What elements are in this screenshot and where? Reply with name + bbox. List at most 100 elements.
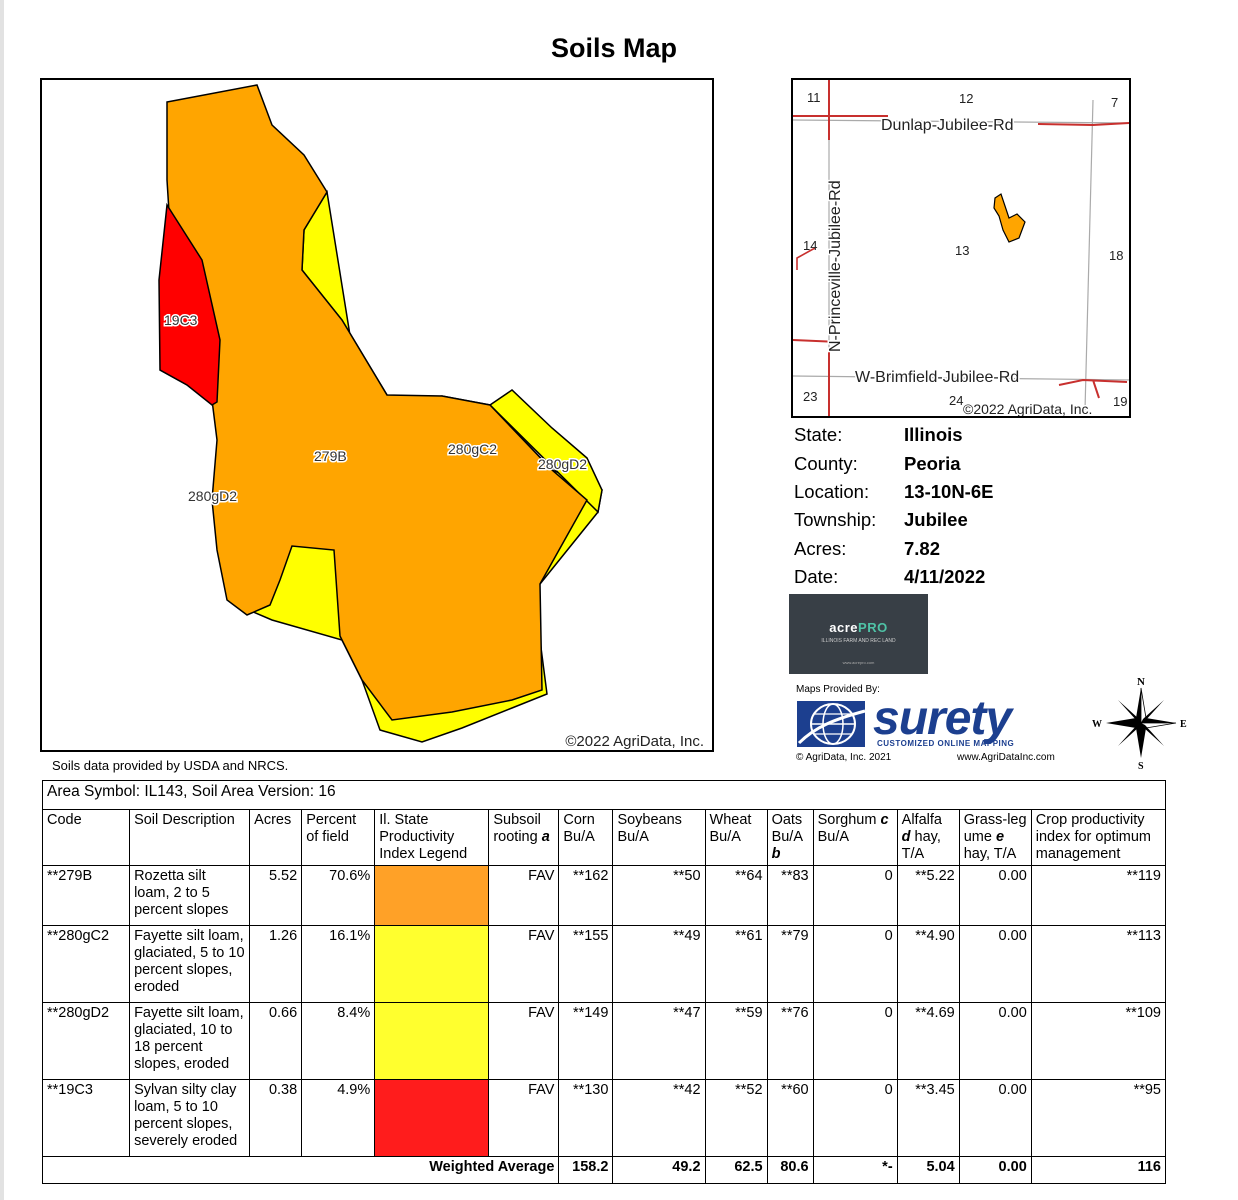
cell-description: Fayette silt loam, glaciated, 5 to 10 pe… [129,925,251,1003]
locator-field-icon [993,193,1026,243]
section-12: 12 [959,91,973,106]
soils-table: Area Symbol: IL143, Soil Area Version: 1… [41,780,1167,1184]
compass-w: W [1092,719,1102,730]
header-pi-legend: Il. State Productivity Index Legend [374,809,490,866]
surety-wordmark: surety [873,692,1012,745]
soil-label-279b: 279B [314,448,347,464]
cell-corn: **130 [558,1079,614,1157]
cell-acres: 0.66 [249,1002,303,1080]
cell-grass-legume: 0.00 [958,865,1032,926]
soil-polygon-280gd2-right [488,389,603,514]
header-grass-legume: Grass-leg ume e hay, T/A [958,809,1032,866]
header-alfalfa: Alfalfa d hay, T/A [896,809,960,866]
section-14: 14 [803,238,817,253]
cell-subsoil: FAV [488,1002,560,1080]
acrepro-url: www.acrepro.com [842,660,875,665]
cell-corn: **162 [558,865,614,926]
cell-percent: 70.6% [301,865,376,926]
soil-label-280gd2-left: 280gD2 [188,488,237,504]
table-row: **279B Rozetta silt loam, 2 to 5 percent… [41,865,1167,926]
cell-subsoil: FAV [488,1079,560,1157]
cell-alfalfa: **4.90 [896,925,960,1003]
table-row: **280gC2 Fayette silt loam, glaciated, 5… [41,925,1167,1003]
globe-icon [797,701,866,747]
cell-description: Sylvan silty clay loam, 5 to 10 percent … [129,1079,251,1157]
acrepro-tagline: ILLINOIS FARM AND REC LAND [821,638,896,644]
maps-provided-by: Maps Provided By: [796,684,880,695]
road-n-princeville-jubilee: N-Princeville-Jubilee-Rd [827,180,844,352]
soil-label-19c3: 19C3 [164,312,198,328]
compass-s: S [1138,761,1144,772]
acrepro-brand-b: PRO [858,620,888,635]
weighted-oats: 80.6 [766,1156,814,1184]
table-row: **280gD2 Fayette silt loam, glaciated, 1… [41,1002,1167,1080]
soil-label-280gd2-right: 280gD2 [538,456,587,472]
section-23: 23 [803,389,817,404]
info-county-value: Peoria [904,452,961,474]
data-credit: Soils data provided by USDA and NRCS. [52,758,289,773]
info-location-label: Location: [794,480,870,502]
info-location-value: 13-10N-6E [904,480,994,502]
cell-cpi: **95 [1030,1079,1167,1157]
legend-swatch [374,925,490,1003]
road-w-brimfield-jubilee: W-Brimfield-Jubilee-Rd [855,369,1019,386]
info-county-label: County: [794,452,858,474]
section-24: 24 [949,393,963,408]
cell-subsoil: FAV [488,925,560,1003]
surety-copyright: © AgriData, Inc. 2021 [796,752,892,763]
area-symbol: Area Symbol: IL143, Soil Area Version: 1… [42,780,1166,810]
weighted-alfalfa: 5.04 [896,1156,960,1184]
table-header-row: Code Soil Description Acres Percent of f… [41,809,1167,866]
cell-description: Rozetta silt loam, 2 to 5 percent slopes [129,865,251,926]
legend-swatch [374,1079,490,1157]
soil-polygon-279b [166,84,588,721]
section-13: 13 [955,243,969,258]
info-state-value: Illinois [904,424,963,446]
cell-oats: **79 [766,925,814,1003]
soil-label-280gc2: 280gC2 [448,441,497,457]
locator-map: 11 12 7 14 13 18 23 24 19 Dunlap-Jubilee… [791,78,1131,418]
header-code: Code [41,809,131,866]
weighted-cpi: 116 [1030,1156,1167,1184]
cell-sorghum: 0 [812,925,898,1003]
header-soybeans: Soybeans Bu/A [612,809,706,866]
surety-url: www.AgriDataInc.com [957,752,1055,763]
page-edge [0,0,4,1200]
info-township-label: Township: [794,509,877,531]
cell-acres: 5.52 [249,865,303,926]
header-percent: Percent of field [301,809,376,866]
soils-map: 19C3 279B 280gC2 280gD2 280gD2 ©2022 Agr… [40,78,714,752]
header-acres: Acres [249,809,303,866]
weighted-soybeans: 49.2 [612,1156,706,1184]
cell-sorghum: 0 [812,865,898,926]
table-row: **19C3 Sylvan silty clay loam, 5 to 10 p… [41,1079,1167,1157]
acrepro-brand-a: acre [829,620,859,635]
header-corn: Corn Bu/A [558,809,614,866]
section-18: 18 [1109,248,1123,263]
locator-map-canvas: 11 12 7 14 13 18 23 24 19 Dunlap-Jubilee… [793,80,1129,417]
cell-acres: 1.26 [249,925,303,1003]
page-title: Soils Map [550,33,678,63]
cell-percent: 4.9% [301,1079,376,1157]
road-dunlap-jubilee: Dunlap-Jubilee-Rd [881,117,1014,134]
cell-alfalfa: **5.22 [896,865,960,926]
soil-polygon-19c3 [158,202,221,406]
info-township-value: Jubilee [904,509,968,531]
weighted-average-row: Weighted Average 158.2 49.2 62.5 80.6 *-… [41,1156,1167,1184]
cell-subsoil: FAV [488,865,560,926]
info-date-value: 4/11/2022 [904,566,986,588]
cell-grass-legume: 0.00 [958,1002,1032,1080]
header-oats: Oats Bu/A b [766,809,814,866]
info-acres-label: Acres: [794,537,847,559]
property-info: State: Illinois County: Peoria Location: 13… [794,421,993,591]
cell-soybeans: **49 [612,925,706,1003]
compass-e: E [1180,719,1187,730]
cell-percent: 8.4% [301,1002,376,1080]
cell-soybeans: **50 [612,865,706,926]
section-7: 7 [1111,95,1118,110]
cell-grass-legume: 0.00 [958,925,1032,1003]
cell-wheat: **64 [704,865,768,926]
header-wheat: Wheat Bu/A [704,809,768,866]
locator-copyright: ©2022 AgriData, Inc. [963,401,1092,417]
cell-code: **280gC2 [41,925,131,1003]
